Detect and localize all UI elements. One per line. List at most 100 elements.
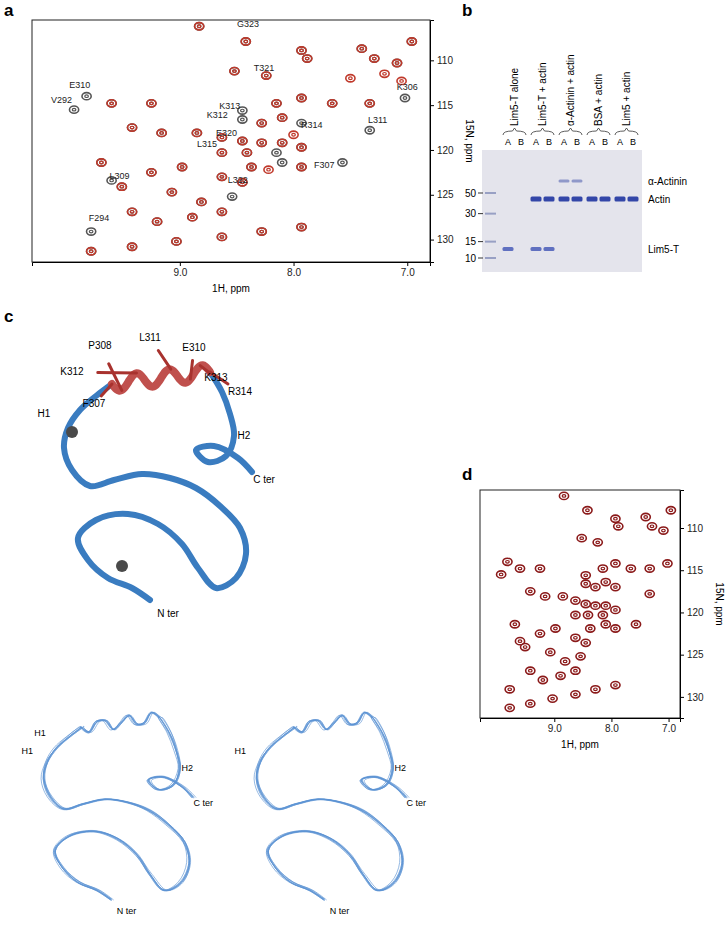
- tick-label: 120: [687, 607, 704, 618]
- tick-label: 9.0: [548, 723, 562, 734]
- peak-core: [305, 57, 309, 60]
- stereo-label: C ter: [193, 798, 213, 808]
- peak-contour: [577, 535, 586, 542]
- peak-contour: [370, 55, 379, 62]
- peak-contour: [147, 100, 156, 107]
- peak-contour: [238, 116, 247, 123]
- peak-core: [250, 166, 254, 169]
- peak-contour: [217, 149, 226, 156]
- peak-contour: [242, 149, 251, 156]
- peak-contour: [278, 159, 287, 166]
- peak-core: [584, 642, 588, 645]
- peak-core: [260, 122, 264, 125]
- ensemble-trace: [254, 712, 405, 899]
- peak-core: [130, 126, 134, 129]
- x-axis-title: 1H, ppm: [561, 739, 599, 750]
- band-label: Lim5-T: [648, 244, 679, 255]
- peak-contour: [147, 100, 156, 107]
- side-chain: [101, 384, 112, 396]
- plot-area: [497, 492, 676, 711]
- peak-contour: [571, 597, 580, 604]
- gel-band: [531, 247, 542, 251]
- ensemble-trace: [258, 712, 408, 899]
- ladder-band: [485, 213, 496, 215]
- peak-core: [604, 623, 608, 626]
- gel-panel: b50301510Lim5-T aloneABLim5-T + actinABα…: [462, 1, 687, 272]
- peak-contour: [571, 667, 580, 674]
- peak-series: [69, 23, 416, 255]
- peak-contour: [217, 208, 226, 215]
- peak-core: [280, 116, 284, 119]
- peak-contour: [297, 144, 306, 151]
- peak-core: [300, 146, 304, 149]
- ladder-tick: [478, 213, 483, 214]
- peak-contour: [178, 163, 187, 170]
- peak-contour: [278, 139, 287, 146]
- structure-label: H1: [38, 408, 51, 419]
- peak-contour: [591, 602, 600, 609]
- peak-contour: [365, 100, 374, 107]
- peak-core: [559, 674, 563, 677]
- peak-core: [596, 541, 600, 544]
- peak-contour: [297, 94, 306, 101]
- structure-label: H2: [238, 430, 251, 441]
- peak-core: [241, 109, 245, 112]
- peak-core: [629, 567, 633, 570]
- peak-core: [614, 684, 618, 687]
- peak-contour: [357, 45, 366, 52]
- panel-label: b: [462, 1, 472, 20]
- peak-core: [300, 146, 304, 149]
- peak-contour: [127, 124, 136, 131]
- peak-contour: [601, 621, 610, 628]
- peak-core: [523, 646, 527, 649]
- peak-core: [528, 590, 532, 593]
- sublane-label: A: [589, 137, 595, 147]
- peak-contour: [581, 580, 590, 587]
- peak-core: [191, 216, 195, 219]
- ladder-tick: [478, 241, 483, 242]
- peak-contour: [581, 600, 590, 607]
- peak-core: [110, 102, 114, 105]
- peak-contour: [178, 163, 187, 170]
- sublane-label: A: [561, 137, 567, 147]
- peak-contour: [365, 100, 374, 107]
- peak-core: [275, 102, 279, 105]
- tick-mark: [680, 697, 684, 698]
- peak-contour: [591, 686, 600, 693]
- peak-core: [372, 57, 376, 60]
- peak-core: [300, 226, 304, 229]
- spectrum-panel: d9.08.07.01101151201251301H, ppm15N, ppm: [462, 465, 725, 750]
- peak-core: [260, 141, 264, 144]
- tick: 120: [430, 145, 454, 156]
- ensemble-trace: [256, 713, 406, 901]
- sublane-label: B: [546, 137, 552, 147]
- ensemble-trace: [256, 712, 406, 900]
- peak-core: [120, 185, 124, 188]
- structure-label: K313: [204, 372, 228, 383]
- peak-contour: [559, 492, 568, 499]
- peak-core: [341, 161, 345, 164]
- peak-annotation: T321: [254, 63, 275, 73]
- tick-mark: [430, 195, 434, 196]
- ensemble-trace: [44, 712, 197, 900]
- tick: 125: [680, 649, 704, 660]
- peak-core: [368, 102, 372, 105]
- peak-core: [586, 509, 590, 512]
- peak-core: [604, 604, 608, 607]
- peak-contour: [262, 72, 271, 79]
- peak-core: [372, 57, 376, 60]
- peak-core: [260, 230, 264, 233]
- peak-core: [300, 97, 304, 100]
- peak-core: [195, 132, 199, 135]
- peak-contour: [561, 658, 570, 665]
- gel-background: [482, 150, 642, 272]
- peak-contour: [392, 59, 401, 66]
- tick: 9.0: [173, 262, 187, 278]
- peak-core: [130, 245, 134, 248]
- peak-contour: [195, 23, 204, 30]
- peak-core: [662, 529, 666, 532]
- peak-contour: [172, 238, 181, 245]
- stereo-view: [41, 712, 196, 901]
- tick-mark: [407, 262, 408, 266]
- peak-core: [191, 216, 195, 219]
